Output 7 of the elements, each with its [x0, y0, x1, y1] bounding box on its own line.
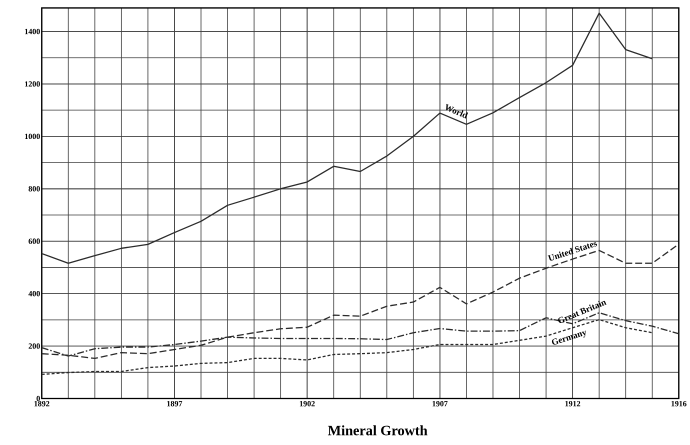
text: Germany — [552, 330, 586, 345]
text: World — [446, 104, 468, 119]
line-series — [42, 243, 679, 359]
text: Mineral Growth — [328, 425, 428, 436]
text: United States — [548, 242, 598, 261]
text: Great Britain — [558, 300, 607, 323]
line-series — [42, 12, 653, 264]
